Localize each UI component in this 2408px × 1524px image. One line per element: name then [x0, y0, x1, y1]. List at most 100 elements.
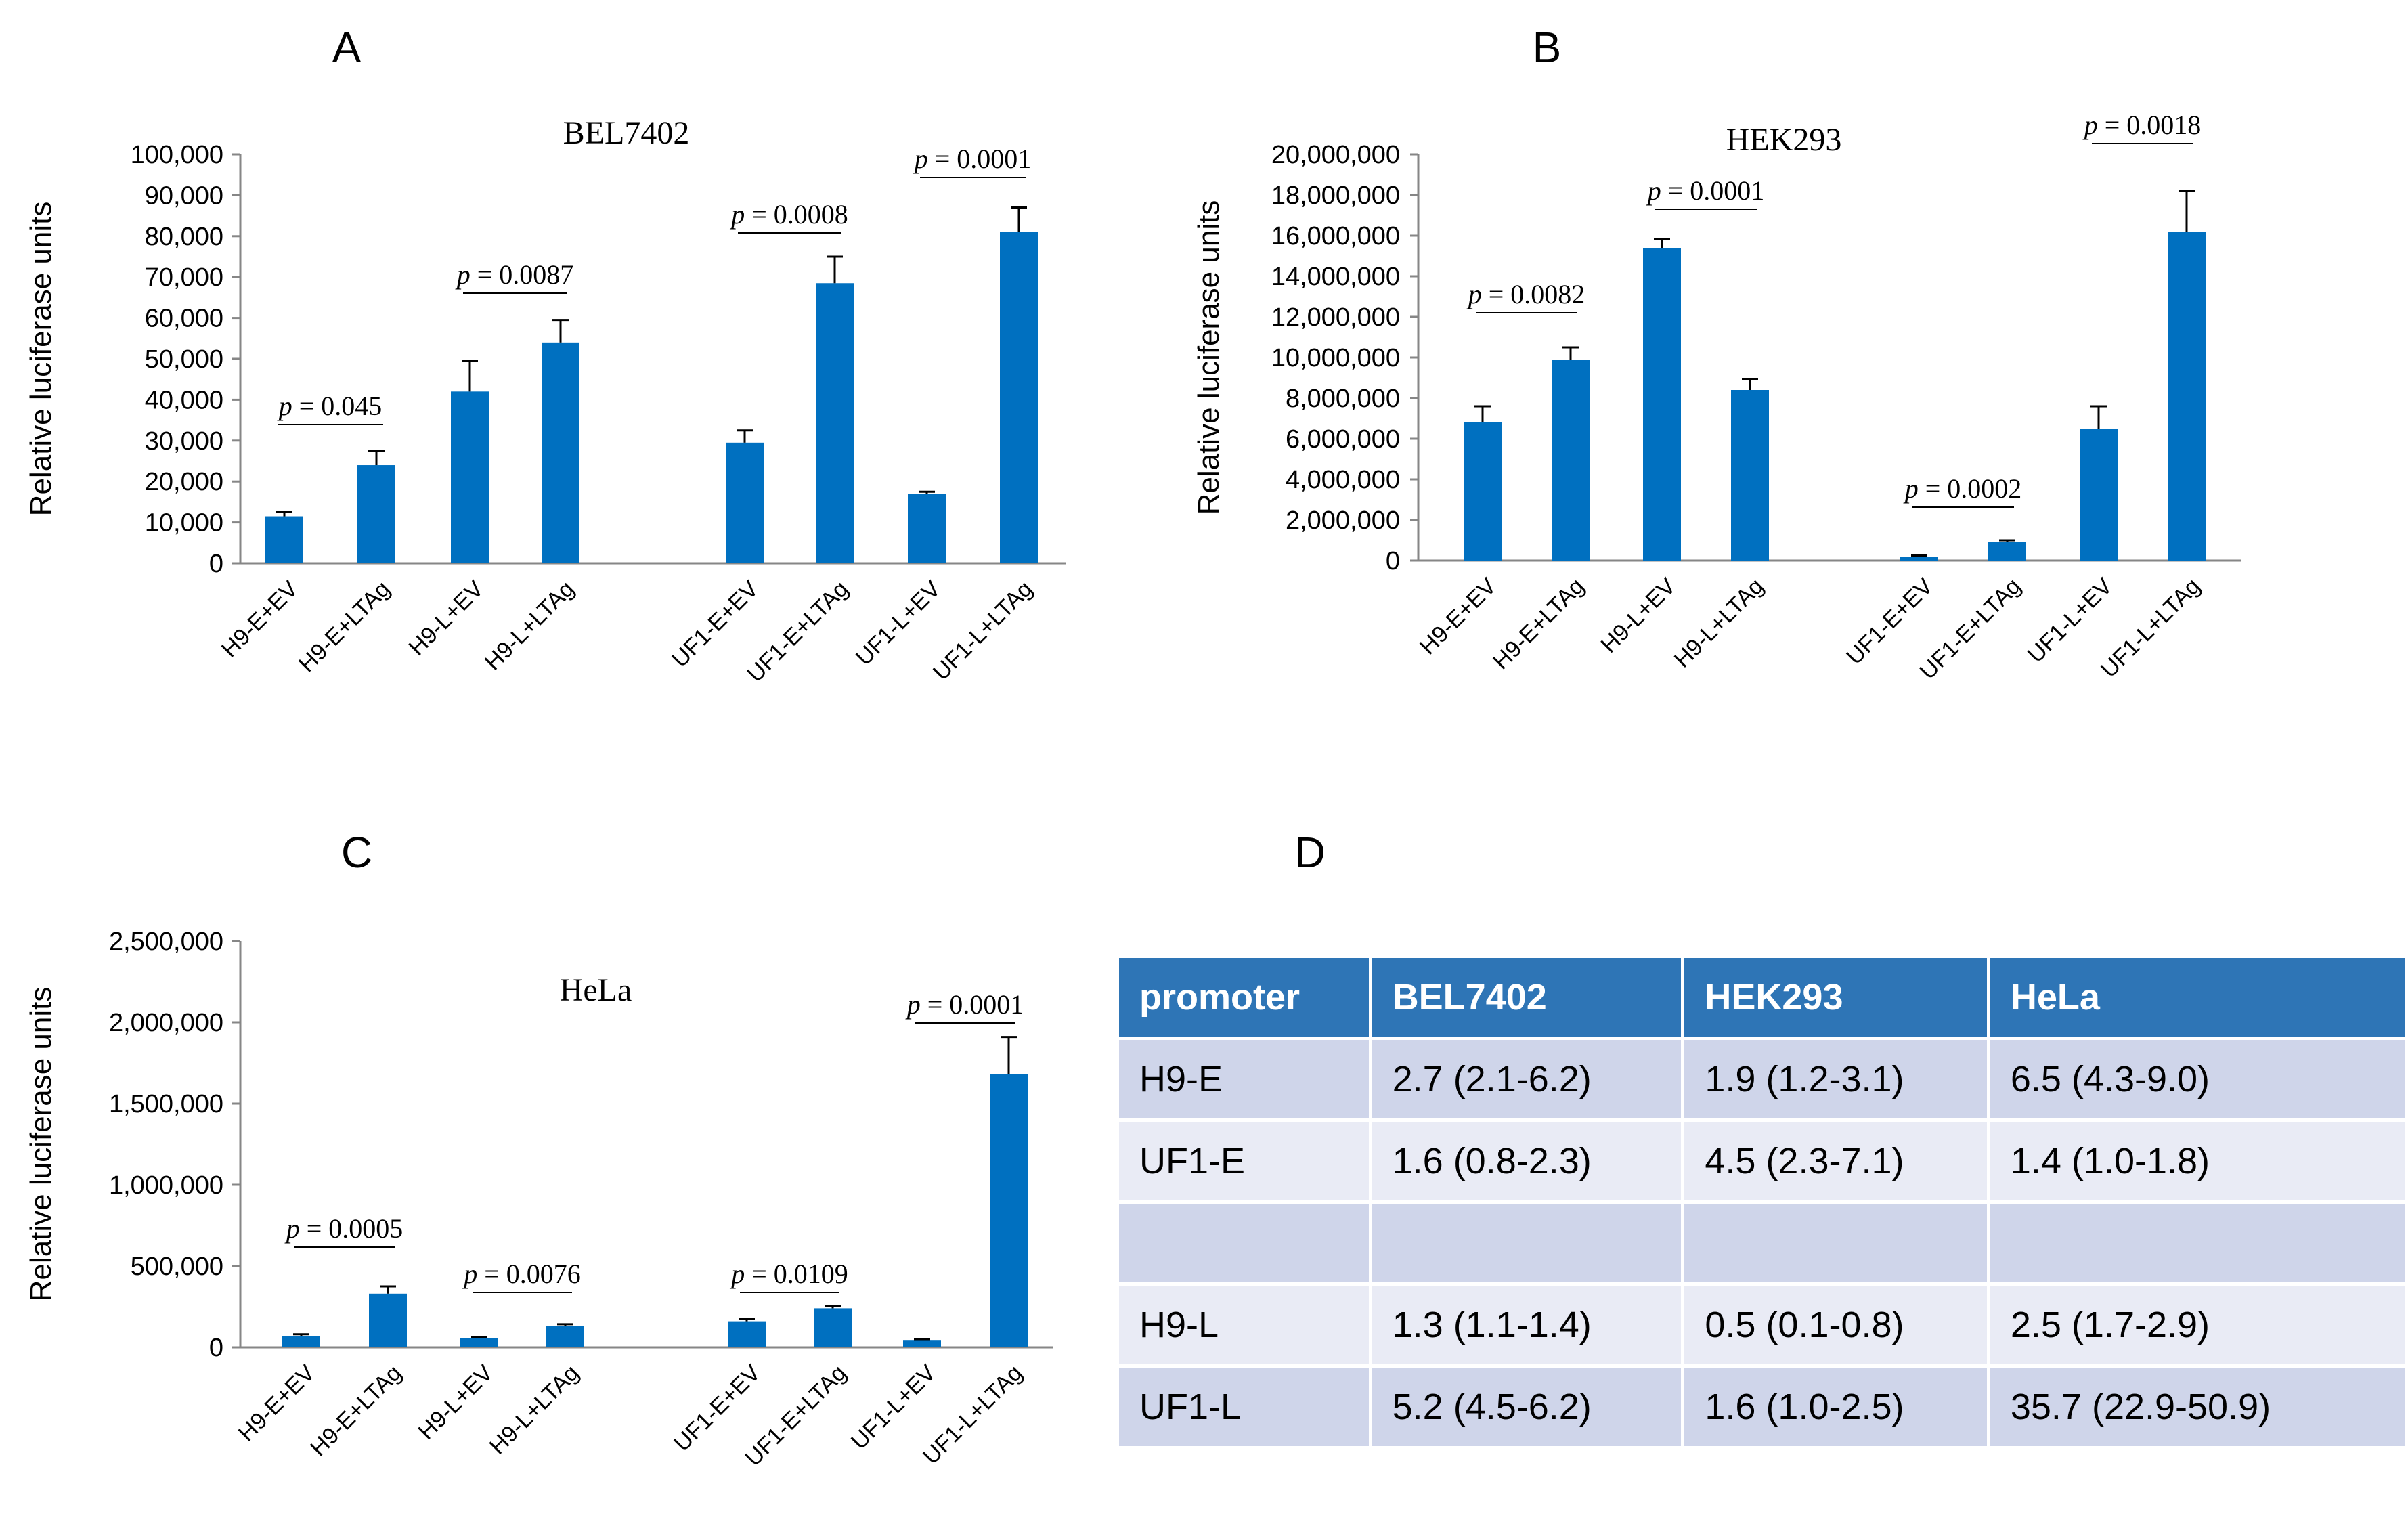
table-cell: 1.9 (1.2-3.1)	[1684, 1040, 1987, 1118]
y-tick-label: 70,000	[145, 263, 223, 292]
bar	[357, 465, 395, 563]
table-cell: 2.7 (2.1-6.2)	[1372, 1040, 1682, 1118]
table-cell: 1.6 (1.0-2.5)	[1684, 1368, 1987, 1446]
p-value-label: p = 0.0109	[729, 1259, 848, 1289]
table-header-cell: BEL7402	[1372, 958, 1682, 1037]
y-tick-label: 50,000	[145, 345, 223, 374]
table-cell: 6.5 (4.3-9.0)	[1990, 1040, 2405, 1118]
bar	[903, 1340, 941, 1347]
y-tick-label: 100,000	[131, 141, 223, 169]
bar	[451, 391, 489, 563]
table-cell	[1119, 1204, 1369, 1282]
table-cell: H9-L	[1119, 1286, 1369, 1364]
y-tick-label: 500,000	[131, 1253, 223, 1281]
y-tick-label: 8,000,000	[1286, 385, 1400, 413]
panel-letter-a: A	[332, 23, 362, 72]
chart-title: HeLa	[560, 972, 632, 1008]
table-cell: 1.6 (0.8-2.3)	[1372, 1122, 1682, 1200]
y-tick-label: 18,000,000	[1271, 181, 1400, 210]
panel-letter-c: C	[341, 828, 372, 877]
table-row: H9-E 2.7 (2.1-6.2) 1.9 (1.2-3.1) 6.5 (4.…	[1119, 1040, 2405, 1118]
bar	[1000, 232, 1038, 563]
x-tick-label: H9-L+EV	[404, 576, 489, 661]
table-row: UF1-L 5.2 (4.5-6.2) 1.6 (1.0-2.5) 35.7 (…	[1119, 1368, 2405, 1446]
x-tick-label: UF1-E+EV	[1841, 573, 1938, 670]
x-tick-label: H9-E+EV	[1415, 573, 1502, 660]
y-tick-label: 90,000	[145, 181, 223, 210]
table-cell	[1372, 1204, 1682, 1282]
x-tick-label: UF1-L+LTAg	[928, 576, 1038, 686]
x-tick-label: H9-L+EV	[414, 1360, 498, 1445]
y-tick-label: 40,000	[145, 386, 223, 414]
p-value-label: p = 0.0001	[913, 144, 1032, 174]
bar	[814, 1308, 852, 1347]
table-cell: H9-E	[1119, 1040, 1369, 1118]
x-tick-label: UF1-L+EV	[851, 576, 946, 671]
p-value-label: p = 0.0087	[455, 259, 574, 290]
p-value-label: p = 0.0076	[462, 1259, 581, 1289]
table-cell: 0.5 (0.1-0.8)	[1684, 1286, 1987, 1364]
table-cell: 1.3 (1.1-1.4)	[1372, 1286, 1682, 1364]
y-tick-label: 0	[209, 1334, 223, 1362]
table-cell: 2.5 (1.7-2.9)	[1990, 1286, 2405, 1364]
x-tick-label: UF1-L+EV	[2023, 573, 2118, 668]
table-header-row: promoter BEL7402 HEK293 HeLa	[1119, 958, 2405, 1037]
x-tick-label: H9-E+LTAg	[1488, 573, 1590, 675]
y-tick-label: 60,000	[145, 305, 223, 333]
panel-letter-d: D	[1294, 828, 1326, 877]
bar	[990, 1074, 1028, 1347]
y-tick-label: 0	[209, 550, 223, 578]
p-value-label: p = 0.0008	[729, 199, 848, 230]
y-tick-label: 80,000	[145, 223, 223, 251]
chart-bel7402: BEL7402 Relative luciferase units 0 10,000 2…	[24, 115, 1066, 687]
p-value-label: p = 0.045	[277, 391, 382, 421]
y-tick-label: 4,000,000	[1286, 466, 1400, 494]
chart-hek293: HEK293 Relative luciferase units 0 2,000,00…	[1192, 110, 2241, 684]
table-cell	[1684, 1204, 1987, 1282]
table-cell: 5.2 (4.5-6.2)	[1372, 1368, 1682, 1446]
bar	[1464, 422, 1502, 561]
bar	[1643, 248, 1681, 561]
x-tick-label: H9-L+EV	[1596, 573, 1681, 658]
y-tick-label: 0	[1386, 547, 1400, 575]
x-tick-label: H9-L+LTAg	[485, 1360, 584, 1460]
bar	[1900, 557, 1938, 561]
y-tick-label: 20,000	[145, 468, 223, 496]
p-value-label: p = 0.0082	[1466, 279, 1585, 309]
y-tick-label: 2,500,000	[109, 928, 223, 956]
bar	[1731, 390, 1769, 561]
y-tick-label: 12,000,000	[1271, 303, 1400, 332]
p-value-label: p = 0.0018	[2082, 110, 2202, 140]
fold-change-table: promoter BEL7402 HEK293 HeLa H9-E 2.7 (2…	[1116, 955, 2408, 1450]
table-row	[1119, 1204, 2405, 1282]
x-tick-label: H9-E+LTAg	[294, 576, 395, 678]
table-cell: 35.7 (22.9-50.9)	[1990, 1368, 2405, 1446]
bar	[1988, 542, 2026, 561]
table-row: H9-L 1.3 (1.1-1.4) 0.5 (0.1-0.8) 2.5 (1.…	[1119, 1286, 2405, 1364]
y-tick-label: 16,000,000	[1271, 222, 1400, 251]
bar	[2168, 232, 2206, 561]
bar	[728, 1321, 766, 1347]
bar	[265, 516, 303, 563]
panel-letter-b: B	[1533, 23, 1562, 72]
chart-title: BEL7402	[563, 115, 690, 151]
table-cell: UF1-E	[1119, 1122, 1369, 1200]
bar	[2080, 429, 2118, 561]
chart-title: HEK293	[1726, 122, 1842, 158]
y-axis-label: Relative luciferase units	[24, 202, 58, 517]
y-tick-label: 6,000,000	[1286, 425, 1400, 454]
table-header-cell: HEK293	[1684, 958, 1987, 1037]
x-tick-label: H9-E+LTAg	[305, 1360, 407, 1462]
y-tick-label: 1,500,000	[109, 1090, 223, 1118]
table-cell	[1990, 1204, 2405, 1282]
bar	[908, 494, 946, 563]
bar	[542, 342, 579, 563]
y-tick-label: 30,000	[145, 427, 223, 456]
y-tick-label: 14,000,000	[1271, 263, 1400, 291]
x-tick-label: UF1-L+EV	[846, 1360, 941, 1455]
x-tick-label: H9-L+LTAg	[1669, 573, 1769, 673]
table-header-cell: HeLa	[1990, 958, 2405, 1037]
x-tick-label: H9-E+EV	[217, 576, 303, 663]
table-row: UF1-E 1.6 (0.8-2.3) 4.5 (2.3-7.1) 1.4 (1…	[1119, 1122, 2405, 1200]
y-tick-label: 10,000	[145, 509, 223, 538]
